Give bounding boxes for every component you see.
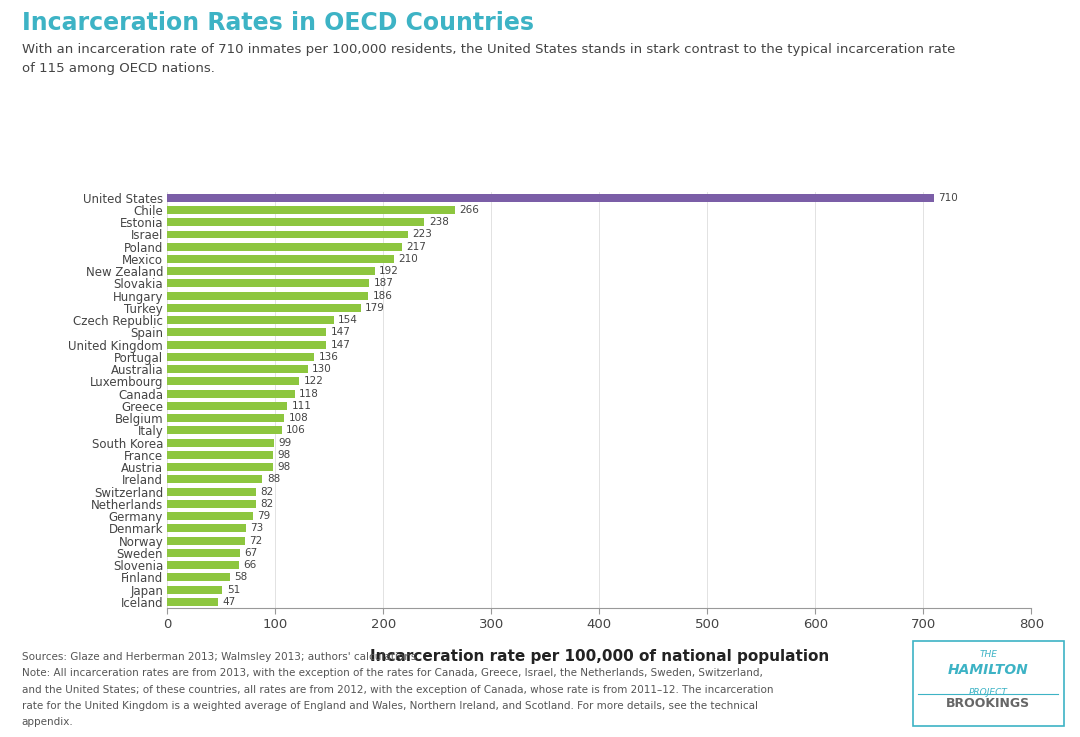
Text: Incarceration Rates in OECD Countries: Incarceration Rates in OECD Countries [22,11,534,35]
Bar [167,279,369,287]
Text: HAMILTON: HAMILTON [948,663,1028,677]
Text: PROJECT: PROJECT [969,688,1008,696]
Text: 66: 66 [243,560,256,570]
Bar [167,218,424,226]
Text: BROOKINGS: BROOKINGS [946,697,1030,710]
Bar [167,242,402,251]
Text: 147: 147 [330,340,350,350]
Text: 223: 223 [413,229,432,240]
Bar [167,500,256,508]
Bar [167,255,394,263]
Text: 98: 98 [278,450,291,460]
Bar [167,561,239,569]
Text: 266: 266 [459,205,478,215]
Text: 192: 192 [379,266,399,276]
Text: 73: 73 [251,523,264,534]
Bar [167,329,326,337]
Text: 67: 67 [244,548,257,558]
Text: 82: 82 [260,499,273,509]
Text: Incarceration rate per 100,000 of national population: Incarceration rate per 100,000 of nation… [369,649,829,663]
Bar [167,292,368,300]
Text: Note: All incarceration rates are from 2013, with the exception of the rates for: Note: All incarceration rates are from 2… [22,668,762,679]
Bar [167,439,274,447]
Text: 154: 154 [338,315,357,325]
Bar [167,316,334,324]
Text: Sources: Glaze and Herberman 2013; Walmsley 2013; authors' calculations.: Sources: Glaze and Herberman 2013; Walms… [22,652,419,663]
Text: and the United States; of these countries, all rates are from 2012, with the exc: and the United States; of these countrie… [22,685,773,695]
Bar [167,206,455,214]
Text: 122: 122 [303,377,323,386]
Bar [167,353,314,361]
Bar [167,488,256,496]
Text: 179: 179 [365,303,384,313]
Text: 130: 130 [312,364,332,374]
Text: 710: 710 [939,193,958,203]
Text: rate for the United Kingdom is a weighted average of England and Wales, Northern: rate for the United Kingdom is a weighte… [22,701,757,711]
Text: 136: 136 [319,352,338,362]
Text: 51: 51 [227,584,240,595]
Text: appendix.: appendix. [22,717,73,727]
Bar [167,463,273,471]
Text: 82: 82 [260,486,273,497]
Text: 210: 210 [399,254,418,264]
Bar [167,451,273,459]
Text: 58: 58 [234,573,247,582]
Bar [167,390,295,398]
Text: 106: 106 [286,425,306,436]
Text: 108: 108 [288,413,308,423]
Text: 111: 111 [292,401,311,411]
Text: THE: THE [980,650,997,659]
Bar [167,573,230,581]
Bar [167,586,222,593]
Bar [167,366,308,373]
Text: 186: 186 [373,290,392,301]
Bar [167,549,240,557]
Bar [167,377,299,385]
Text: 238: 238 [429,217,448,227]
Text: 217: 217 [406,242,426,252]
Text: 88: 88 [267,475,280,484]
Text: 187: 187 [374,279,393,288]
Bar [167,598,218,606]
Text: 99: 99 [279,438,292,447]
Bar [167,525,246,532]
Bar [167,402,287,410]
Text: 79: 79 [257,511,270,521]
Bar [167,414,284,422]
Bar [167,231,408,239]
Bar [167,340,326,349]
Text: 118: 118 [299,388,319,399]
Text: 98: 98 [278,462,291,472]
Text: 47: 47 [222,597,235,607]
Text: 147: 147 [330,327,350,338]
Bar [167,475,262,483]
Bar [167,194,934,202]
Bar [167,537,245,545]
Bar [167,304,361,312]
Bar [167,427,282,434]
Bar [167,268,375,275]
Text: 72: 72 [249,536,262,545]
Bar [167,512,253,520]
Text: With an incarceration rate of 710 inmates per 100,000 residents, the United Stat: With an incarceration rate of 710 inmate… [22,43,955,74]
